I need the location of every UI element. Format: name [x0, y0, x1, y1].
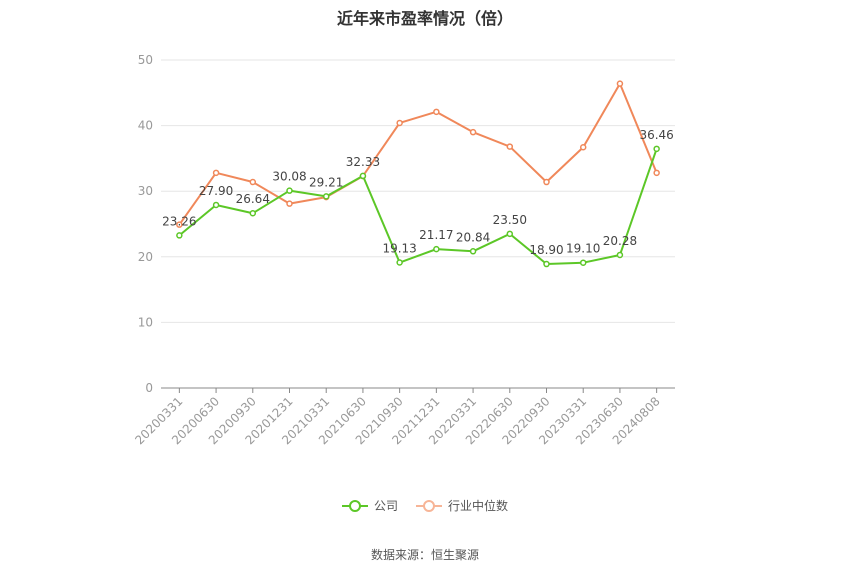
data-source: 数据来源：恒生聚源 — [370, 548, 479, 562]
data-label-company: 20.28 — [603, 234, 637, 248]
data-point-company — [322, 193, 330, 200]
data-point-industry-median — [176, 221, 183, 228]
y-tick-label: 30 — [138, 184, 153, 198]
data-point-company — [359, 172, 367, 180]
data-point-industry-median — [249, 178, 257, 186]
data-point-company — [249, 209, 257, 217]
series-line-company — [178, 148, 658, 266]
y-tick-label: 10 — [138, 315, 153, 329]
data-point-industry-median — [469, 128, 477, 136]
data-point-industry-median — [212, 169, 220, 177]
data-point-company — [616, 251, 624, 259]
data-point-company — [506, 230, 514, 238]
legend-label-industry-median: 行业中位数 — [448, 499, 509, 513]
data-point-company — [212, 201, 220, 209]
data-point-company — [653, 145, 660, 153]
data-point-company — [176, 232, 183, 239]
data-label-company: 23.50 — [493, 213, 527, 227]
data-point-company — [396, 259, 403, 266]
data-point-industry-median — [433, 108, 440, 116]
data-label-company: 19.10 — [566, 242, 600, 256]
legend-item-industry-median[interactable]: 行业中位数 — [416, 497, 508, 514]
data-label-company: 26.64 — [236, 192, 270, 206]
y-tick-label: 40 — [138, 119, 153, 133]
data-point-industry-median — [543, 178, 550, 186]
data-point-company — [469, 248, 477, 255]
data-label-company: 29.21 — [309, 175, 343, 189]
chart-legend: 公司 行业中位数 — [0, 497, 850, 514]
y-tick-label: 50 — [138, 53, 153, 67]
data-point-company — [543, 260, 550, 268]
data-label-company: 20.84 — [456, 230, 490, 244]
series-line-industry-median — [178, 82, 658, 226]
data-point-industry-median — [286, 200, 293, 207]
data-point-company — [579, 259, 587, 266]
data-point-industry-median — [616, 80, 624, 87]
data-point-company — [433, 245, 440, 253]
legend-label-company: 公司 — [373, 499, 398, 513]
data-label-company: 32.33 — [346, 155, 380, 169]
data-label-company: 36.46 — [639, 128, 673, 142]
data-point-industry-median — [579, 143, 587, 151]
data-label-company: 30.08 — [272, 170, 306, 184]
data-label-company: 18.90 — [529, 243, 563, 257]
legend-swatch-industry-median — [416, 499, 442, 513]
data-label-company: 21.17 — [419, 228, 453, 242]
data-point-industry-median — [506, 143, 514, 150]
data-point-company — [286, 187, 293, 194]
y-tick-label: 20 — [138, 250, 153, 264]
data-point-industry-median — [396, 119, 403, 127]
y-tick-label: 0 — [145, 381, 153, 395]
data-label-company: 19.13 — [382, 242, 416, 256]
chart-title: 近年来市盈率情况（倍） — [336, 9, 513, 28]
data-label-company: 27.90 — [199, 184, 233, 198]
data-point-industry-median — [653, 169, 660, 177]
legend-swatch-company — [341, 499, 368, 513]
data-label-company: 23.26 — [162, 214, 196, 228]
legend-item-company[interactable]: 公司 — [341, 497, 398, 514]
